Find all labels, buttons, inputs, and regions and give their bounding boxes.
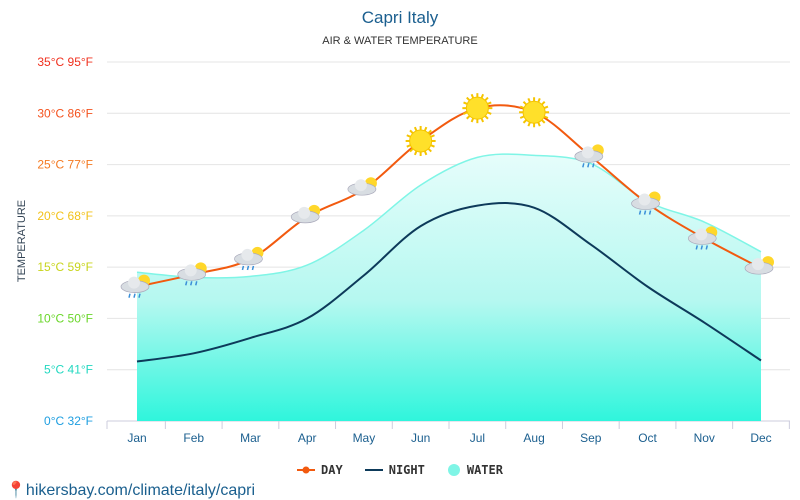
legend-day-label: DAY <box>321 463 343 477</box>
y-tick-label: 20°C 68°F <box>37 209 93 223</box>
source-link[interactable]: 📍hikersbay.com/climate/italy/capri <box>6 480 255 500</box>
x-tick-label: Feb <box>183 431 204 445</box>
cloud-sun-icon <box>744 256 774 275</box>
sun-icon <box>519 97 550 128</box>
x-tick-label: Dec <box>750 431 771 445</box>
legend-day[interactable]: DAY <box>297 463 343 477</box>
legend-water-label: WATER <box>466 463 503 477</box>
x-tick-label: Apr <box>298 431 317 445</box>
y-tick-label: 0°C 32°F <box>44 414 93 428</box>
cloud-rain-icon <box>177 262 207 286</box>
y-axis-label: TEMPERATURE <box>16 200 28 282</box>
x-tick-label: Jun <box>411 431 430 445</box>
y-tick-label: 15°C 59°F <box>37 260 93 274</box>
x-tick-label: Jan <box>127 431 146 445</box>
y-tick-label: 30°C 86°F <box>37 106 93 120</box>
location-pin-icon: 📍 <box>6 482 26 499</box>
cloud-sun-rain-icon <box>574 144 604 168</box>
cloud-sun-rain-icon <box>687 226 718 250</box>
x-tick-label: Aug <box>523 431 544 445</box>
sun-icon <box>405 125 436 156</box>
x-tick-label: Oct <box>638 431 657 445</box>
legend: DAY NIGHT WATER <box>0 463 800 477</box>
x-tick-label: Mar <box>240 431 261 445</box>
source-url: hikersbay.com/climate/italy/capri <box>25 482 256 499</box>
x-tick-label: Nov <box>694 431 715 445</box>
legend-water[interactable]: WATER <box>447 463 503 477</box>
x-tick-label: Sep <box>580 431 602 445</box>
y-tick-label: 10°C 50°F <box>37 311 93 325</box>
cloud-sun-rain-icon <box>234 246 264 271</box>
cloud-sun-rain-icon <box>120 274 150 298</box>
water-area <box>137 154 761 421</box>
night-line <box>136 202 762 363</box>
chart-subtitle: AIR & WATER TEMPERATURE <box>322 35 478 47</box>
y-tick-label: 25°C 77°F <box>37 158 93 172</box>
cloud-sun-icon <box>290 204 321 224</box>
x-tick-label: Jul <box>470 431 485 445</box>
chart-title: Capri Italy <box>361 8 439 27</box>
cloud-sun-rain-icon <box>631 191 661 215</box>
legend-night-label: NIGHT <box>388 463 425 477</box>
y-tick-label: 5°C 41°F <box>44 363 93 377</box>
legend-night[interactable]: NIGHT <box>364 463 425 477</box>
y-tick-label: 35°C 95°F <box>37 55 93 69</box>
x-tick-label: May <box>353 431 376 445</box>
cloud-sun-icon <box>347 177 377 196</box>
sun-icon <box>462 93 493 124</box>
